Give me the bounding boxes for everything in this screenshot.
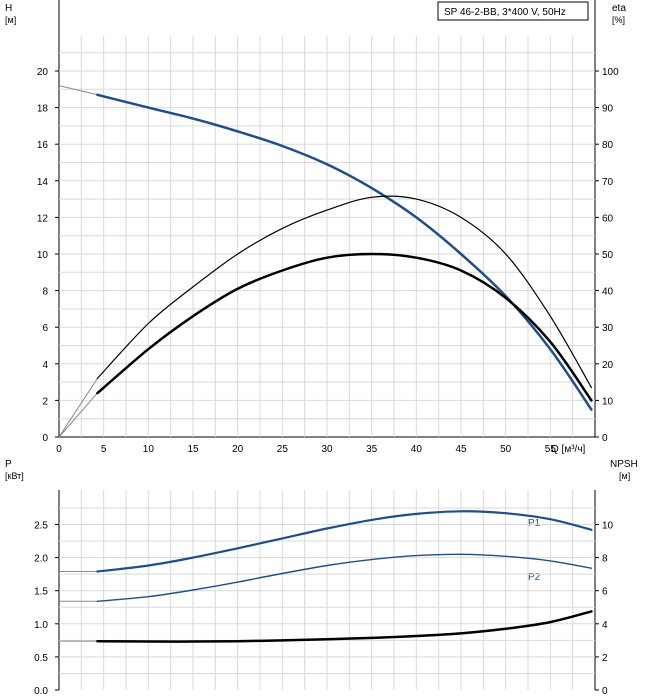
y-left-tick-label: 18 — [37, 104, 49, 115]
y-left-tick-label: 12 — [37, 213, 49, 224]
x-tick-label: 25 — [277, 444, 289, 455]
y-right-tick-label: 90 — [602, 104, 614, 115]
y-right-tick-label: 100 — [602, 67, 619, 78]
p-tick-label: 1.0 — [34, 620, 48, 631]
legend-box — [437, 1, 589, 21]
y-left-tick-label: 8 — [42, 287, 48, 298]
y-left-tick-label: 2 — [42, 396, 48, 407]
efficiency-curve-bold — [96, 252, 593, 402]
npsh-tick-label: 0 — [602, 686, 608, 697]
y-right-tick-label: 30 — [602, 323, 614, 334]
head-curve — [96, 93, 593, 411]
x-axis-unit: Q [м³/ч] — [551, 444, 586, 455]
x-tick-label: 20 — [232, 444, 244, 455]
legend-text: SP 46-2-BB, 3*400 V, 50Hz — [444, 7, 566, 18]
efficiency-curve-thin — [96, 195, 592, 389]
y-left-tick-label: 6 — [42, 323, 48, 334]
npsh-curve — [96, 610, 593, 643]
npsh-tick-label: 2 — [602, 653, 608, 664]
npsh-tick-label: 10 — [602, 521, 614, 532]
head-curve-extension — [58, 85, 98, 96]
x-tick-label: 0 — [56, 444, 62, 455]
y-right-tick-label: 80 — [602, 140, 614, 151]
x-tick-label: 50 — [500, 444, 512, 455]
bottom-left-axis-title: P — [5, 459, 12, 470]
top-left-axis-title: H — [5, 3, 12, 14]
y-right-tick-label: 50 — [602, 250, 614, 261]
top-left-axis-unit: [м] — [5, 15, 16, 25]
grid-layer — [59, 36, 595, 690]
y-right-tick-label: 40 — [602, 287, 614, 298]
x-tick-label: 45 — [455, 444, 467, 455]
x-tick-label: 10 — [143, 444, 155, 455]
x-tick-label: 5 — [101, 444, 107, 455]
y-left-tick-label: 10 — [37, 250, 49, 261]
y-left-tick-label: 0 — [42, 433, 48, 444]
y-left-tick-label: 16 — [37, 140, 49, 151]
p-tick-label: 2.5 — [34, 521, 48, 532]
p-tick-label: 1.5 — [34, 587, 48, 598]
npsh-tick-label: 6 — [602, 587, 608, 598]
y-right-tick-label: 70 — [602, 177, 614, 188]
bottom-left-axis-unit: [кВт] — [5, 471, 24, 481]
efficiency-curve-bold-extension — [58, 392, 98, 438]
top-right-axis-unit: [%] — [612, 15, 625, 25]
p1-label: P1 — [528, 518, 541, 529]
x-tick-label: 30 — [321, 444, 333, 455]
npsh-tick-label: 4 — [602, 620, 608, 631]
p2-label: P2 — [528, 572, 541, 583]
bottom-right-axis-unit: [м] — [619, 471, 630, 481]
p-tick-label: 0.5 — [34, 653, 48, 664]
y-right-tick-label: 60 — [602, 213, 614, 224]
bottom-right-axis-title: NPSH — [610, 459, 638, 470]
x-tick-label: 55 — [545, 444, 557, 455]
y-right-tick-label: 20 — [602, 360, 614, 371]
x-tick-label: 15 — [187, 444, 199, 455]
curve-layer — [58, 85, 593, 643]
y-left-tick-label: 14 — [37, 177, 49, 188]
top-right-axis-title: eta — [612, 3, 626, 14]
tick-layer: 0 5 10 15 20 25 30 35 40 45 50 55024681012141618200… — [34, 67, 619, 697]
npsh-tick-label: 8 — [602, 554, 608, 565]
power-p1-curve — [96, 510, 593, 573]
p-tick-label: 2.0 — [34, 554, 48, 565]
y-right-tick-label: 10 — [602, 396, 614, 407]
efficiency-curve-thin-extension — [58, 378, 98, 438]
y-left-tick-label: 20 — [37, 67, 49, 78]
y-left-tick-label: 4 — [42, 360, 48, 371]
power-p2-curve — [96, 553, 593, 602]
x-tick-label: 40 — [411, 444, 423, 455]
x-tick-label: 35 — [366, 444, 378, 455]
y-right-tick-label: 0 — [602, 433, 608, 444]
p-tick-label: 0.0 — [34, 686, 48, 697]
